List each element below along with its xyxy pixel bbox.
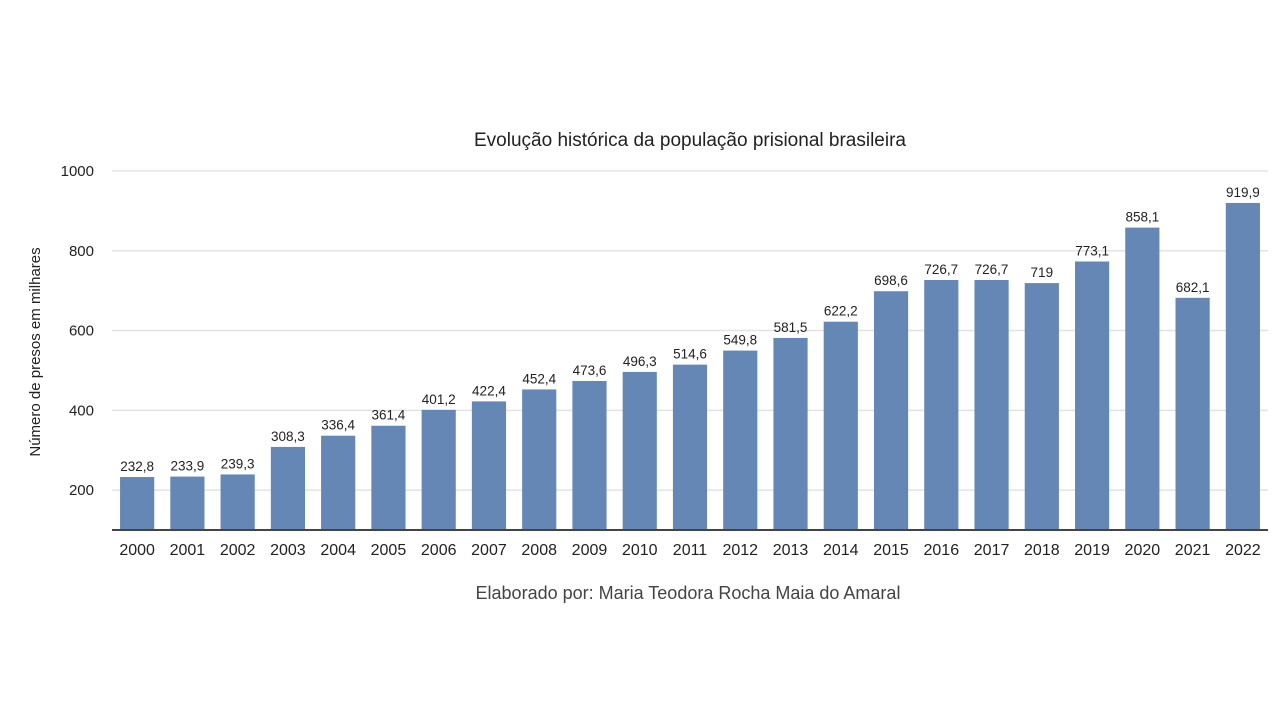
bars (120, 202, 1260, 531)
bar-2012 (723, 350, 758, 530)
data-label-2011: 514,6 (673, 347, 707, 362)
bar-2019 (1074, 261, 1110, 530)
bar-2016 (924, 280, 959, 530)
bar-2008 (522, 389, 557, 530)
bar-2013 (773, 337, 808, 530)
bar-2001 (170, 476, 205, 530)
bar-2014 (823, 321, 858, 530)
bar-2007 (471, 401, 507, 530)
data-label-2018: 719 (1031, 265, 1054, 280)
x-tick-label-2013: 2013 (773, 542, 809, 559)
data-label-2013: 581,5 (774, 320, 808, 335)
data-label-2001: 233,9 (170, 459, 204, 474)
bar-2005 (371, 425, 406, 530)
data-label-2007: 422,4 (472, 383, 506, 398)
x-tick-label-2014: 2014 (823, 542, 859, 559)
data-label-2008: 452,4 (522, 371, 556, 386)
chart-caption: Elaborado por: Maria Teodora Rocha Maia … (476, 583, 901, 603)
bar-2000 (120, 477, 155, 530)
x-tick-label-2001: 2001 (170, 542, 206, 559)
bar-2020 (1125, 227, 1160, 530)
data-label-2017: 726,7 (975, 262, 1009, 277)
data-label-2014: 622,2 (824, 304, 858, 319)
x-axis-ticks: 2000 2001 2002 2003 2004 2005 2006 2007 2008 2009… (119, 542, 1260, 559)
y-tick-label: 200 (69, 482, 94, 499)
bar-2004 (321, 435, 356, 530)
data-label-2022: 919,9 (1226, 185, 1260, 200)
data-label-2009: 473,6 (573, 363, 607, 378)
bar-2017 (974, 280, 1009, 530)
bar-2003 (270, 446, 306, 530)
y-tick-label: 1000 (61, 163, 94, 180)
bar-2009 (572, 380, 607, 530)
x-tick-label-2000: 2000 (119, 542, 155, 559)
x-tick-label-2004: 2004 (320, 542, 356, 559)
x-tick-label-2022: 2022 (1225, 542, 1261, 559)
data-label-2000: 232,8 (120, 459, 154, 474)
x-tick-label-2017: 2017 (974, 542, 1010, 559)
x-tick-label-2010: 2010 (622, 542, 658, 559)
x-tick-label-2018: 2018 (1024, 542, 1060, 559)
chart-title: Evolução histórica da população prisiona… (474, 130, 906, 151)
x-tick-label-2012: 2012 (722, 542, 758, 559)
x-tick-label-2016: 2016 (924, 542, 960, 559)
x-tick-label-2019: 2019 (1074, 542, 1110, 559)
y-tick-label: 400 (69, 402, 94, 419)
y-tick-label: 600 (69, 323, 94, 340)
bar-2015 (873, 291, 909, 530)
data-label-2020: 858,1 (1125, 210, 1159, 225)
data-label-2002: 239,3 (221, 456, 255, 471)
data-label-2003: 308,3 (271, 429, 305, 444)
x-tick-label-2003: 2003 (270, 542, 306, 559)
bar-2022 (1225, 202, 1260, 531)
data-label-2004: 336,4 (321, 418, 355, 433)
y-axis-label: Número de presos em milhares (27, 247, 44, 456)
data-labels: 232,8 233,9 239,3 308,3 336,4 361,4 401,2 422,4… (120, 185, 1260, 474)
y-tick-label: 800 (69, 243, 94, 260)
bar-2021 (1175, 297, 1210, 530)
x-tick-label-2006: 2006 (421, 542, 457, 559)
x-tick-label-2009: 2009 (572, 542, 608, 559)
x-tick-label-2008: 2008 (521, 542, 557, 559)
data-label-2016: 726,7 (924, 262, 958, 277)
bar-2002 (220, 474, 255, 530)
x-tick-label-2007: 2007 (471, 542, 507, 559)
x-tick-label-2015: 2015 (873, 542, 909, 559)
data-label-2010: 496,3 (623, 354, 657, 369)
data-label-2015: 698,6 (874, 273, 908, 288)
data-label-2006: 401,2 (422, 392, 456, 407)
x-tick-label-2011: 2011 (673, 542, 708, 559)
x-tick-label-2021: 2021 (1175, 542, 1211, 559)
data-label-2005: 361,4 (372, 408, 406, 423)
bar-2010 (622, 371, 657, 530)
x-tick-label-2005: 2005 (371, 542, 407, 559)
data-label-2021: 682,1 (1176, 280, 1210, 295)
data-label-2019: 773,1 (1075, 244, 1109, 259)
y-axis-ticks: 200 400 600 800 1000 (61, 163, 94, 499)
bar-2018 (1024, 283, 1059, 530)
bar-2006 (421, 409, 456, 530)
x-tick-label-2020: 2020 (1125, 542, 1161, 559)
x-tick-label-2002: 2002 (220, 542, 256, 559)
data-label-2012: 549,8 (723, 333, 757, 348)
bar-2011 (672, 364, 708, 530)
